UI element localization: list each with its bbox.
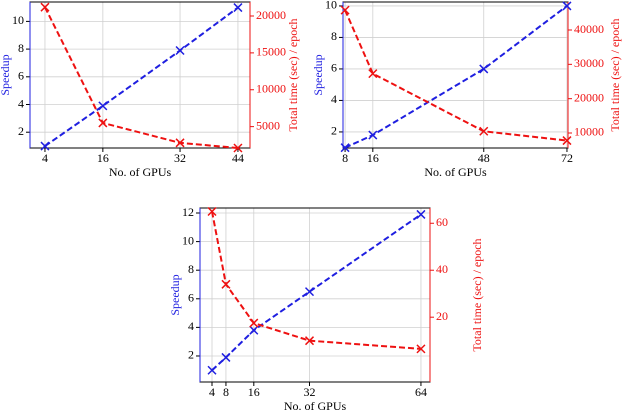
y2-tick-label: 20000 — [256, 8, 286, 22]
x-tick-label: 44 — [232, 151, 244, 165]
marker — [304, 336, 315, 346]
y-axis-label: Speedup — [0, 54, 12, 95]
marker — [340, 5, 350, 15]
y-tick-label: 2 — [18, 124, 24, 138]
x-tick-label: 32 — [174, 151, 186, 165]
marker — [249, 318, 259, 328]
marker — [562, 1, 572, 11]
x-tick-label: 4 — [209, 385, 215, 399]
series-line — [211, 211, 422, 350]
series-line — [44, 6, 239, 147]
marker — [416, 209, 426, 219]
y2-tick-label: 5000 — [256, 118, 280, 132]
subplot: 8 16 48 72 2 4 6 8 10 10000 20000 30000 40000 No. of … — [311, 0, 622, 179]
marker — [562, 136, 572, 146]
marker — [221, 352, 231, 362]
x-tick-label: 8 — [342, 151, 348, 165]
marker — [249, 325, 259, 335]
marker — [221, 279, 231, 289]
x-axis-label: No. of GPUs — [424, 165, 487, 179]
marker — [98, 118, 108, 128]
marker — [479, 64, 489, 74]
marker — [340, 143, 350, 153]
marker — [416, 344, 426, 354]
series-line — [211, 213, 422, 372]
marker — [368, 130, 378, 140]
subplot: 4 16 32 44 2 4 6 8 10 5000 10000 15000 20000 No. of G… — [0, 1, 300, 179]
y-tick-label: 10 — [325, 0, 337, 12]
y-tick-label: 8 — [188, 262, 194, 276]
y-tick-label: 6 — [18, 69, 24, 83]
x-tick-label: 64 — [415, 385, 427, 399]
y2-tick-label: 40000 — [574, 22, 604, 36]
y-tick-label: 8 — [18, 41, 24, 55]
marker — [98, 101, 108, 111]
marker — [304, 287, 315, 297]
y2-tick-label: 15000 — [256, 45, 286, 59]
x-tick-label: 16 — [367, 151, 379, 165]
y2-tick-label: 60 — [436, 215, 448, 229]
y-tick-label: 2 — [188, 348, 194, 362]
marker — [175, 138, 185, 148]
y-tick-label: 10 — [182, 233, 194, 247]
y2-tick-label: 40 — [436, 262, 448, 276]
y-tick-label: 4 — [188, 319, 194, 333]
y-tick-label: 4 — [331, 92, 337, 106]
x-tick-label: 16 — [248, 385, 260, 399]
y-tick-label: 12 — [182, 205, 194, 219]
marker — [40, 141, 50, 151]
y-tick-label: 10 — [12, 13, 24, 27]
series-line — [344, 9, 568, 142]
y-axis-label: Speedup — [311, 54, 325, 95]
y2-axis-label: Total time (sec) / epoch — [286, 18, 300, 131]
x-tick-label: 72 — [561, 151, 573, 165]
marker — [233, 3, 243, 13]
series-line — [44, 6, 239, 149]
marker — [207, 206, 217, 217]
marker — [40, 2, 50, 12]
x-axis-label: No. of GPUs — [284, 399, 347, 413]
y-tick-label: 2 — [331, 124, 337, 138]
y-tick-label: 4 — [18, 96, 24, 110]
y2-axis-label: Total time (sec) / epoch — [608, 18, 622, 131]
x-tick-label: 16 — [97, 151, 109, 165]
marker — [368, 69, 378, 79]
y-axis-label: Speedup — [168, 274, 182, 315]
marker — [479, 126, 489, 136]
y2-tick-label: 20000 — [574, 90, 604, 104]
y-tick-label: 6 — [331, 61, 337, 75]
x-tick-label: 32 — [304, 385, 316, 399]
x-tick-label: 48 — [478, 151, 490, 165]
marker — [207, 365, 217, 375]
x-tick-label: 8 — [223, 385, 229, 399]
y-tick-label: 6 — [188, 291, 194, 305]
y2-tick-label: 10000 — [574, 125, 604, 139]
y2-tick-label: 10000 — [256, 81, 286, 95]
y2-tick-label: 20 — [436, 309, 448, 323]
y2-tick-label: 30000 — [574, 56, 604, 70]
x-tick-label: 4 — [42, 151, 48, 165]
y2-axis-label: Total time (sec) / epoch — [470, 238, 484, 351]
x-axis-label: No. of GPUs — [109, 165, 172, 179]
marker — [175, 45, 185, 56]
y-tick-label: 8 — [331, 29, 337, 43]
marker — [233, 143, 243, 153]
